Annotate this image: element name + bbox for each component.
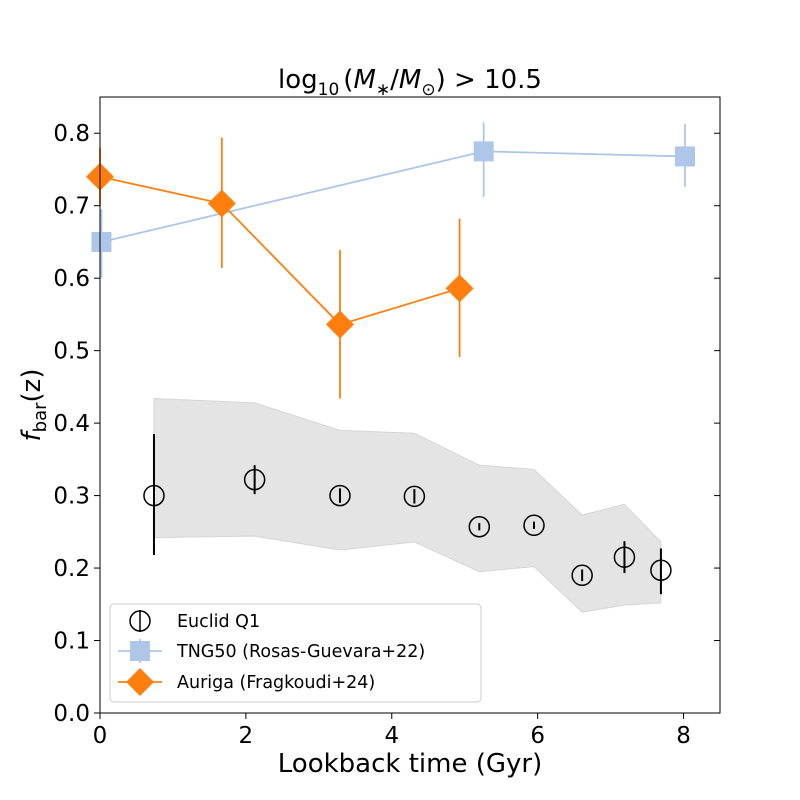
- series-0-point-0: [143, 484, 165, 507]
- legend-marker-0: [129, 610, 151, 632]
- title-m: M: [353, 65, 375, 95]
- euclid-uncertainty-band-layer: [153, 397, 662, 613]
- legend-entry-0: Euclid Q1: [129, 610, 260, 632]
- x-tick-label-1: 2: [239, 723, 254, 749]
- series-1-point-1: [473, 141, 494, 162]
- series-0: [143, 433, 672, 595]
- legend-label-0: Euclid Q1: [177, 612, 260, 632]
- y-label-rest: (z): [17, 369, 47, 403]
- y-tick-label-6: 0.6: [53, 266, 90, 292]
- series-0-point-5: [523, 514, 545, 537]
- title-log-sub: 10: [318, 80, 340, 100]
- y-axis-label: fbar(z): [17, 369, 51, 442]
- legend-entry-2: Auriga (Fragkoudi+24): [118, 668, 375, 696]
- legend-label-1: TNG50 (Rosas-Guevara+22): [176, 642, 425, 662]
- x-tick-label-0: 0: [93, 723, 108, 749]
- title-slash: /: [390, 65, 399, 95]
- series-2-point-3: [445, 274, 474, 303]
- series-layer: [86, 122, 695, 595]
- series-0-point-8: [650, 559, 672, 581]
- series-2-point-2: [325, 310, 354, 339]
- tick-layer: 0 2 4 6 8 0.0 0.1 0.2 0.3 0.4 0.5 0.6 0.7 0.8: [53, 121, 720, 749]
- legend-marker-2: [126, 668, 154, 696]
- y-tick-label-5: 0.5: [53, 339, 90, 365]
- y-label-sub: bar: [30, 402, 51, 432]
- series-2-line: [99, 175, 460, 326]
- series-0-point-2: [329, 484, 351, 507]
- series-2-point-1: [207, 189, 236, 218]
- x-tick-label-4: 8: [676, 723, 691, 749]
- legend-marker-1: [130, 641, 150, 661]
- title-m2: M: [399, 65, 421, 95]
- y-tick-label-3: 0.3: [53, 484, 90, 510]
- title-close-paren: ): [436, 65, 446, 95]
- y-tick-label-4: 0.4: [53, 411, 90, 437]
- legend-label-2: Auriga (Fragkoudi+24): [177, 673, 375, 693]
- y-tick-label-7: 0.7: [53, 194, 90, 220]
- series-2: [86, 137, 474, 399]
- series-0-point-6: [571, 564, 593, 587]
- legend-entry-1: TNG50 (Rosas-Guevara+22): [118, 639, 425, 663]
- title-rest: > 10.5: [446, 65, 542, 95]
- title-open-paren: (: [343, 65, 353, 95]
- euclid-uncertainty-band: [153, 397, 662, 613]
- series-0-point-3: [403, 485, 426, 508]
- legend-box: [109, 603, 482, 703]
- legend-entries: Euclid Q1 TNG50 (Rosas-Guevara+22) Auriga …: [118, 610, 425, 696]
- series-0-point-4: [468, 516, 491, 538]
- y-tick-label-0: 0.0: [53, 701, 90, 727]
- chart-title: log10 (M∗/M⊙) > 10.5: [278, 65, 542, 100]
- series-1-point-0: [91, 231, 112, 252]
- series-1: [91, 122, 695, 279]
- x-axis-label: Lookback time (Gyr): [278, 749, 542, 779]
- y-tick-label-8: 0.8: [53, 121, 90, 147]
- series-1-point-2: [674, 146, 695, 167]
- y-tick-label-2: 0.2: [53, 556, 90, 582]
- legend: Euclid Q1 TNG50 (Rosas-Guevara+22) Auriga …: [109, 603, 482, 703]
- series-0-point-1: [243, 468, 266, 491]
- plot-frame: [99, 96, 721, 714]
- title-log: log: [278, 65, 318, 95]
- series-0-point-7: [613, 546, 636, 568]
- title-m2-sub: ⊙: [421, 80, 435, 100]
- y-tick-label-1: 0.1: [53, 629, 90, 655]
- title-m-sub: ∗: [376, 80, 390, 100]
- x-tick-label-2: 4: [384, 723, 399, 749]
- x-tick-label-3: 6: [530, 723, 545, 749]
